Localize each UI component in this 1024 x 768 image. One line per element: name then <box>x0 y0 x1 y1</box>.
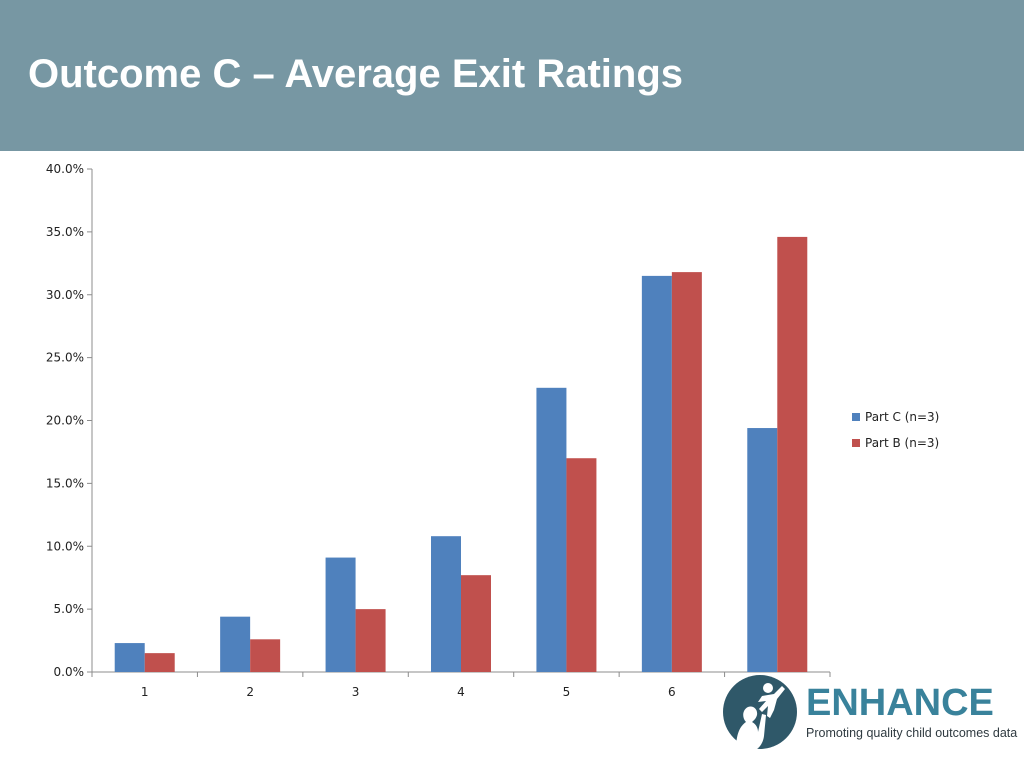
x-tick-label: 5 <box>563 685 571 699</box>
parent-lifting-child-icon <box>723 675 797 750</box>
y-tick-label: 35.0% <box>46 225 84 239</box>
bar-part-c <box>641 275 672 672</box>
bar-part-b <box>566 458 597 672</box>
bar-part-b <box>144 653 175 672</box>
x-tick-label: 1 <box>141 685 149 699</box>
x-tick-label: 6 <box>668 685 676 699</box>
logo-tagline: Promoting quality child outcomes data <box>806 726 1018 740</box>
y-tick-label: 15.0% <box>46 476 84 490</box>
bar-part-c <box>431 536 461 672</box>
x-tick-label: 4 <box>457 685 465 699</box>
bar-part-c <box>536 387 567 672</box>
title-banner: Outcome C – Average Exit Ratings <box>0 0 1024 151</box>
enhance-logo: ENHANCE Promoting quality child outcomes… <box>722 674 1017 754</box>
bar-part-b <box>355 609 386 672</box>
y-tick-label: 5.0% <box>54 602 85 616</box>
bar-part-c <box>747 428 778 672</box>
bar-part-b <box>250 639 281 672</box>
bar-part-b <box>461 575 491 672</box>
bar-part-b <box>671 272 702 672</box>
y-tick-label: 10.0% <box>46 539 84 553</box>
x-tick-label: 3 <box>352 685 360 699</box>
y-tick-label: 0.0% <box>54 665 85 679</box>
legend-label: Part B (n=3) <box>865 436 939 450</box>
legend-swatch <box>852 439 860 447</box>
y-tick-label: 40.0% <box>46 162 84 176</box>
bar-part-c <box>220 616 251 672</box>
legend-label: Part C (n=3) <box>865 410 939 424</box>
bar-chart: 0.0% 5.0% 10.0% 15.0% 20.0% 25.0% 30.0% 35.0% 40… <box>46 162 939 699</box>
y-tick-label: 25.0% <box>46 351 84 365</box>
y-tick-label: 30.0% <box>46 288 84 302</box>
x-tick-label: 2 <box>246 685 254 699</box>
slide-title: Outcome C – Average Exit Ratings <box>28 52 683 96</box>
y-tick-label: 20.0% <box>46 414 84 428</box>
bar-part-b <box>777 236 808 672</box>
bar-part-c <box>114 643 145 672</box>
logo-wordmark: ENHANCE <box>806 682 994 724</box>
bar-part-c <box>325 557 356 672</box>
legend-swatch <box>852 413 860 421</box>
